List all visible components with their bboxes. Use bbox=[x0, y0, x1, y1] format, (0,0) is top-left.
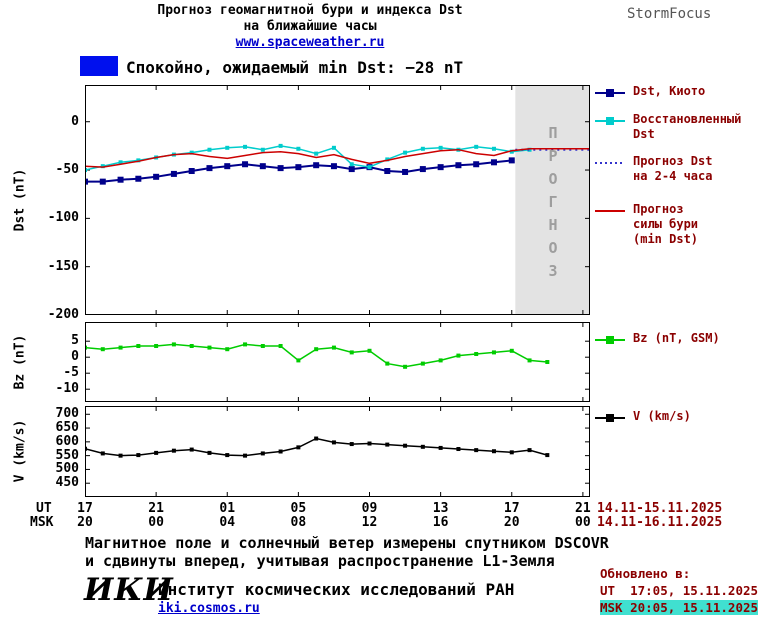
y-tick-label: 5 bbox=[71, 333, 79, 349]
x-tick-label-ut: 09 bbox=[361, 501, 378, 516]
y-tick-label: -50 bbox=[55, 162, 79, 178]
legend-label: Восстановленный Dst bbox=[633, 112, 742, 141]
y-tick-label: 500 bbox=[55, 461, 79, 477]
x-tick-label-msk: 04 bbox=[219, 515, 236, 530]
date-range-ut: 14.11-15.11.2025 bbox=[597, 501, 723, 516]
x-tick-label-ut: 01 bbox=[219, 501, 236, 516]
legend-swatch-icon bbox=[595, 89, 625, 97]
msk-axis-caption: MSK bbox=[30, 515, 54, 530]
updated-ut: UT 17:05, 15.11.2025 bbox=[600, 583, 759, 598]
institute-name: Институт космических исследований РАН bbox=[158, 580, 515, 599]
iki-link[interactable]: iki.cosmos.ru bbox=[158, 601, 260, 616]
spaceweather-link[interactable]: www.spaceweather.ru bbox=[235, 35, 385, 50]
bz-axis-label: Bz (nT) bbox=[12, 334, 28, 390]
date-range-msk: 14.11-16.11.2025 bbox=[597, 515, 723, 530]
legend-swatch-icon bbox=[595, 117, 625, 125]
legend-item: Bz (nT, GSM) bbox=[595, 331, 720, 347]
x-tick-label-ut: 05 bbox=[290, 501, 307, 516]
legend-item: V (km/s) bbox=[595, 409, 691, 425]
legend-label: V (km/s) bbox=[633, 409, 691, 423]
status-text: Спокойно, ожидаемый min Dst: −28 nT bbox=[126, 58, 464, 77]
legend-label: Прогноз силы бури (min Dst) bbox=[633, 202, 699, 246]
legend-swatch-icon bbox=[595, 162, 625, 164]
x-tick-label-ut: 21 bbox=[148, 501, 164, 516]
y-tick-label: 700 bbox=[55, 406, 79, 422]
y-tick-label: -200 bbox=[47, 307, 79, 322]
x-tick-label-ut: 13 bbox=[432, 501, 449, 516]
y-tick-label: -5 bbox=[63, 365, 79, 381]
legend-item: Прогноз силы бури (min Dst) bbox=[595, 202, 698, 247]
y-tick-label: -10 bbox=[55, 381, 79, 397]
legend-label: Прогноз Dst на 2-4 часа bbox=[633, 154, 713, 183]
y-tick-label: -150 bbox=[47, 258, 79, 274]
legend-label: Bz (nT, GSM) bbox=[633, 331, 720, 345]
y-tick-label: 650 bbox=[55, 420, 79, 436]
footnote-line2: и сдвинуты вперед, учитывая распростране… bbox=[85, 552, 555, 570]
storm-level-swatch bbox=[80, 56, 118, 76]
series-line bbox=[85, 159, 512, 183]
x-tick-label-ut: 17 bbox=[503, 501, 520, 516]
x-tick-label-msk: 08 bbox=[290, 515, 307, 530]
y-tick-label: -100 bbox=[47, 210, 79, 226]
x-tick-label-ut: 21 bbox=[575, 501, 591, 516]
legend-swatch-icon bbox=[595, 336, 625, 344]
updated-label: Обновлено в: bbox=[600, 566, 691, 581]
legend-item: Прогноз Dst на 2-4 часа bbox=[595, 154, 712, 184]
page-subtitle: на ближайшие часы bbox=[243, 19, 377, 34]
x-tick-label-ut: 17 bbox=[77, 501, 93, 516]
x-tick-label-msk: 16 bbox=[432, 515, 449, 530]
legend-label: Dst, Киото bbox=[633, 84, 706, 98]
title-block: Прогноз геомагнитной бури и индекса Dst … bbox=[50, 3, 570, 51]
y-tick-label: 550 bbox=[55, 447, 79, 463]
page-title: Прогноз геомагнитной бури и индекса Dst bbox=[157, 3, 463, 18]
chart-panel-0 bbox=[85, 85, 590, 315]
x-tick-label-msk: 12 bbox=[361, 515, 378, 530]
iki-logo: ИКИ bbox=[84, 572, 174, 608]
legend-item: Восстановленный Dst bbox=[595, 112, 741, 142]
brand-label: StormFocus bbox=[627, 6, 712, 22]
footnote-line1: Магнитное поле и солнечный ветер измерен… bbox=[85, 534, 609, 552]
x-tick-label-msk: 00 bbox=[148, 515, 164, 530]
x-tick-label-msk: 20 bbox=[77, 515, 93, 530]
legend-swatch-icon bbox=[595, 210, 625, 212]
y-tick-label: 450 bbox=[55, 475, 79, 491]
y-tick-label: 0 bbox=[71, 113, 79, 129]
legend-item: Dst, Киото bbox=[595, 84, 705, 100]
ut-axis-caption: UT bbox=[36, 501, 52, 516]
v-axis-label: V (km/s) bbox=[12, 419, 28, 483]
y-tick-label: 0 bbox=[71, 349, 79, 365]
updated-msk: MSK 20:05, 15.11.2025 bbox=[600, 600, 759, 615]
chart-panel-1 bbox=[85, 322, 590, 402]
series-line bbox=[85, 148, 590, 168]
x-tick-label-msk: 20 bbox=[503, 515, 520, 530]
y-tick-label: 600 bbox=[55, 433, 79, 449]
x-tick-label-msk: 00 bbox=[575, 515, 591, 530]
chart-panel-2 bbox=[85, 406, 590, 497]
dst-axis-label: Dst (nT) bbox=[12, 168, 28, 232]
legend-swatch-icon bbox=[595, 414, 625, 422]
